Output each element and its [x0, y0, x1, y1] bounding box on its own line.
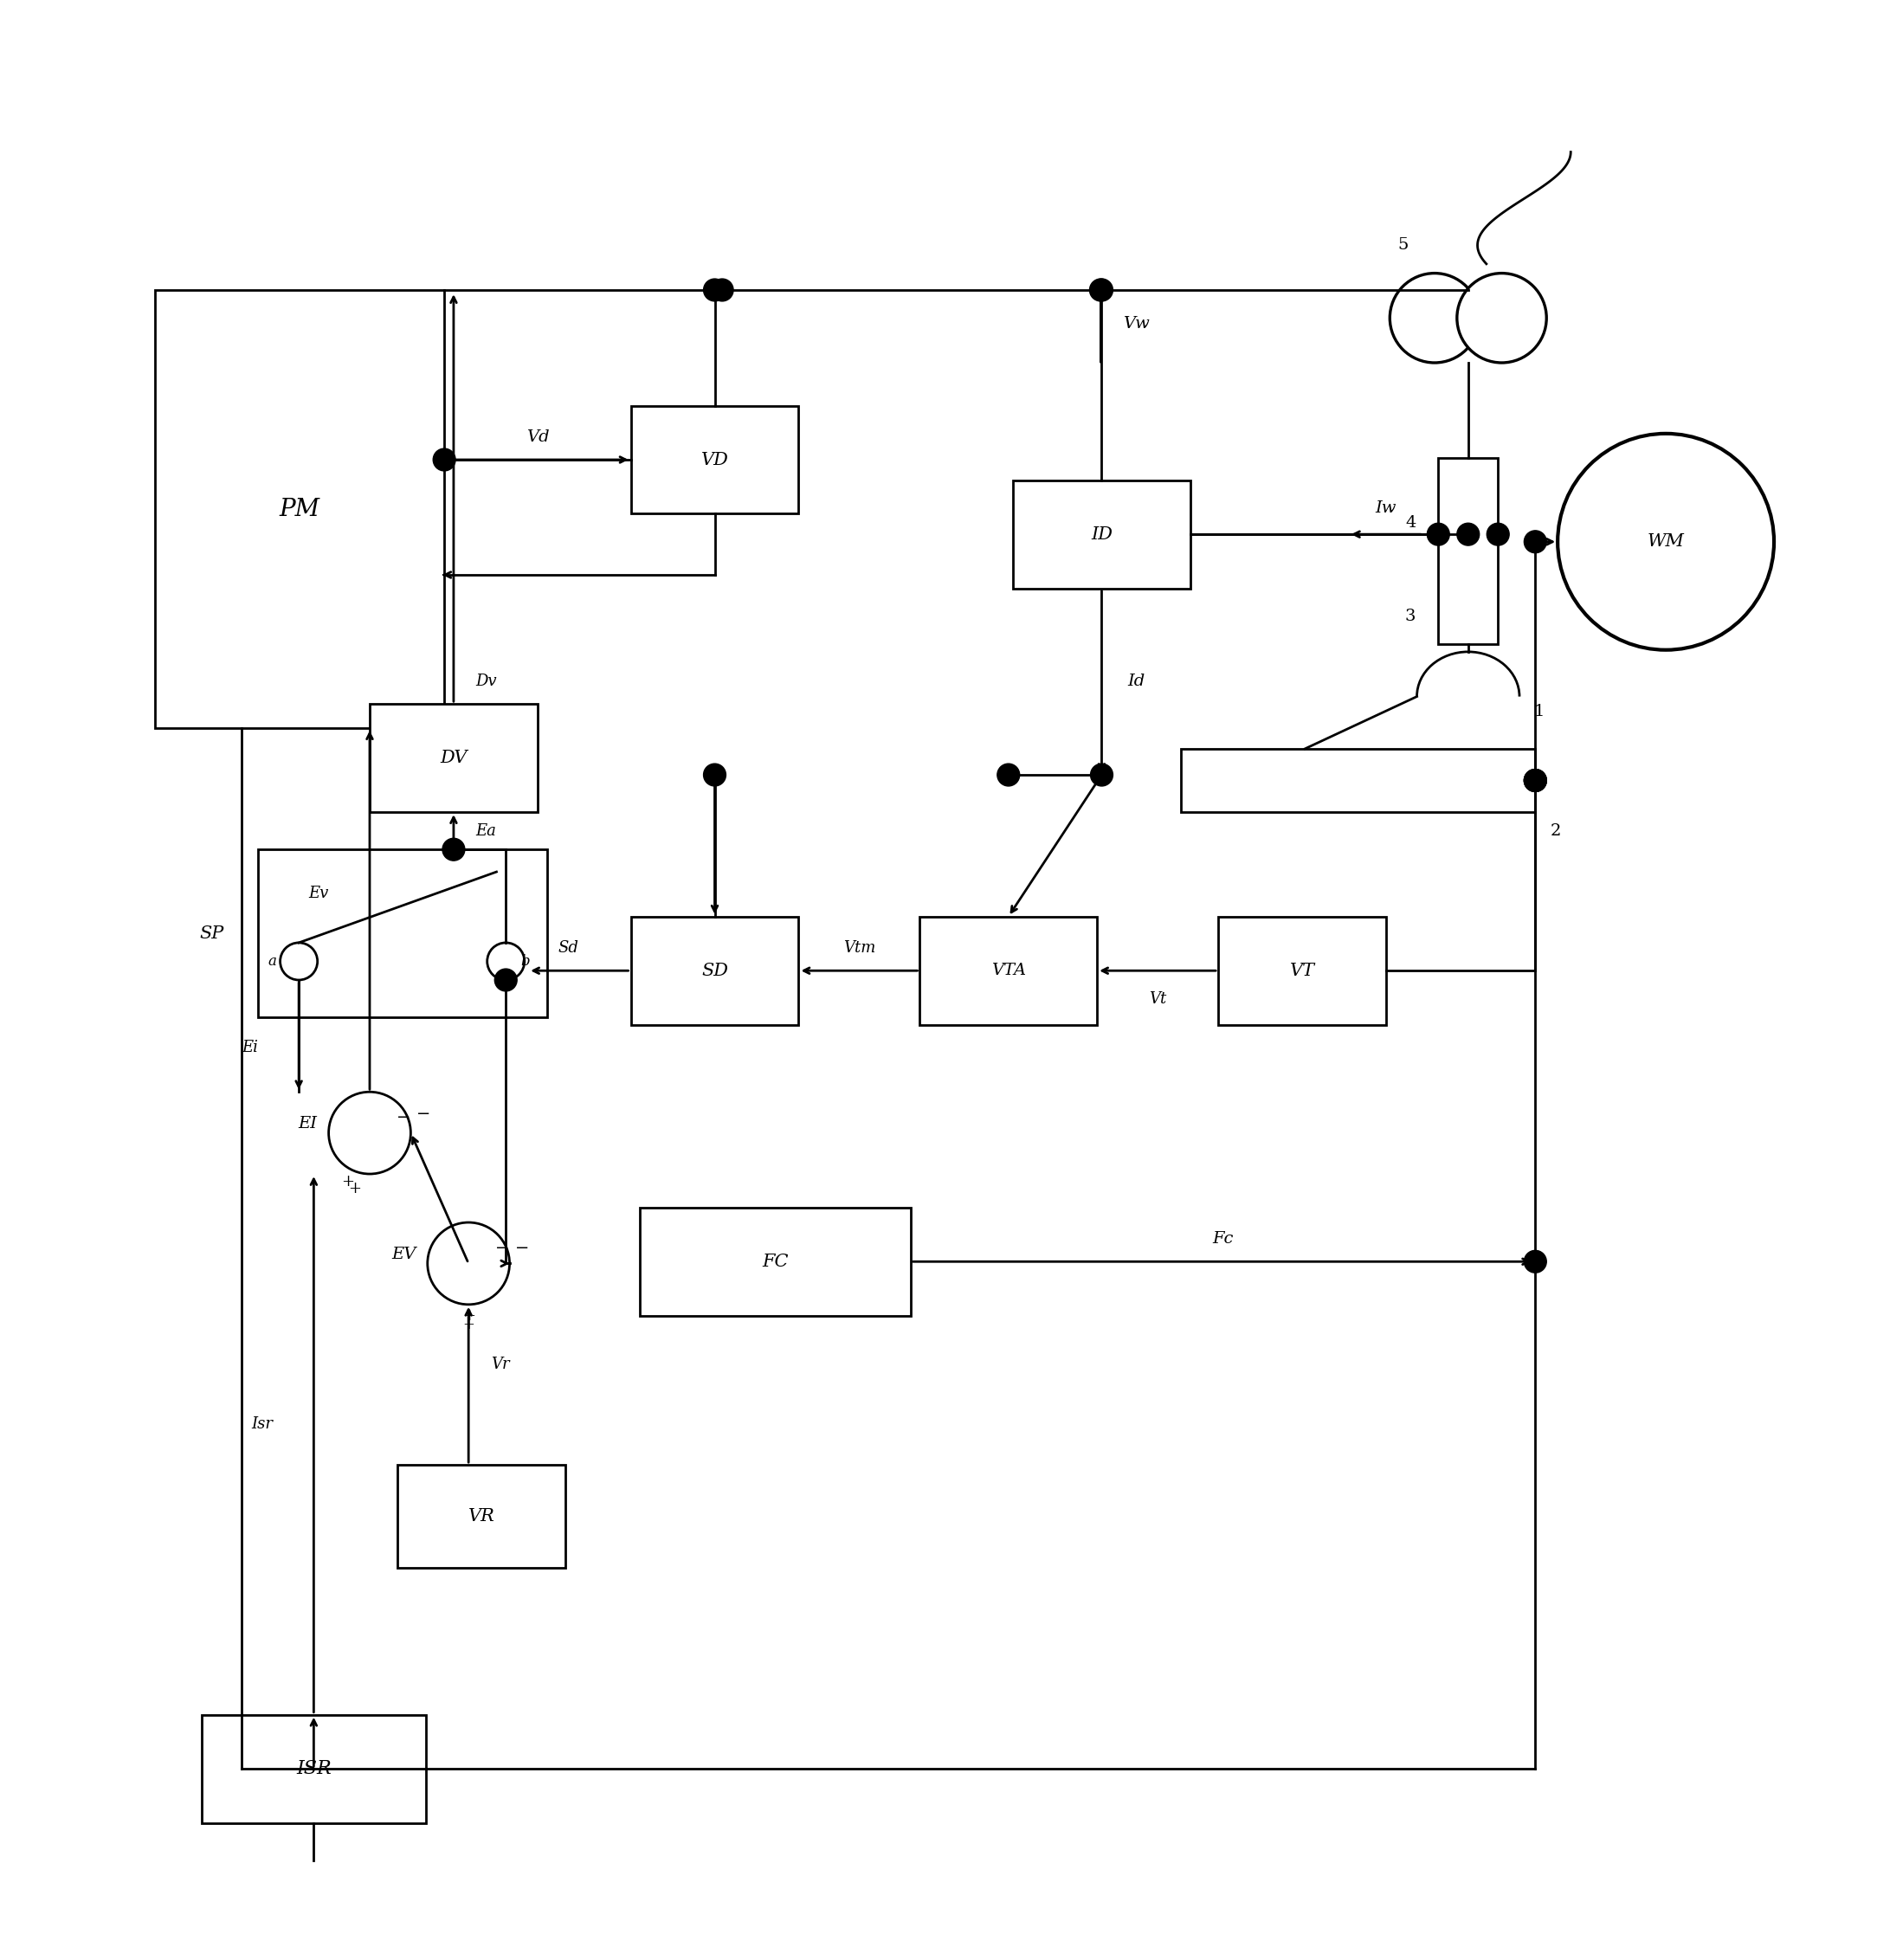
Bar — [631, 406, 798, 514]
Text: 2: 2 — [1550, 823, 1562, 839]
Text: FC: FC — [762, 1252, 788, 1270]
Circle shape — [428, 1223, 509, 1305]
Text: a: a — [268, 955, 276, 968]
Bar — [640, 1207, 910, 1315]
Text: 5: 5 — [1398, 237, 1408, 253]
Circle shape — [1524, 531, 1547, 553]
Circle shape — [1091, 278, 1113, 302]
Circle shape — [1457, 272, 1547, 363]
Text: Vt: Vt — [1149, 992, 1166, 1005]
Text: +: + — [342, 1174, 353, 1190]
Circle shape — [1524, 768, 1547, 792]
Text: ISR: ISR — [297, 1760, 332, 1778]
Text: WM: WM — [1648, 533, 1684, 551]
Text: −: − — [396, 1109, 411, 1125]
Text: Ev: Ev — [308, 886, 328, 902]
Bar — [1014, 480, 1190, 588]
Bar — [203, 1715, 426, 1823]
Circle shape — [1457, 523, 1479, 545]
Text: 3: 3 — [1406, 608, 1415, 623]
Bar — [257, 849, 546, 1017]
Bar — [398, 1464, 565, 1568]
Text: EV: EV — [392, 1247, 417, 1262]
Circle shape — [1524, 768, 1547, 792]
Text: −: − — [417, 1107, 430, 1121]
Text: Ea: Ea — [477, 823, 497, 839]
Text: SP: SP — [199, 925, 223, 941]
Text: Fc: Fc — [1213, 1231, 1233, 1247]
Circle shape — [496, 968, 516, 992]
Text: Iw: Iw — [1376, 500, 1396, 515]
Circle shape — [280, 943, 317, 980]
Bar — [1218, 917, 1385, 1025]
Text: Dv: Dv — [477, 674, 497, 690]
Circle shape — [434, 449, 456, 470]
Text: Vr: Vr — [492, 1356, 511, 1372]
Circle shape — [711, 278, 734, 302]
Text: EI: EI — [298, 1115, 317, 1131]
Bar — [1181, 749, 1535, 811]
Text: VD: VD — [700, 451, 728, 468]
Circle shape — [488, 943, 524, 980]
Text: +: + — [349, 1182, 360, 1198]
Circle shape — [1524, 1250, 1547, 1272]
Text: b: b — [520, 955, 529, 968]
Circle shape — [1089, 278, 1111, 302]
Text: Ei: Ei — [242, 1039, 257, 1054]
Text: VT: VT — [1289, 962, 1314, 978]
Text: 4: 4 — [1406, 515, 1415, 531]
Circle shape — [1558, 433, 1774, 651]
Text: Vtm: Vtm — [843, 941, 875, 956]
Text: −: − — [514, 1241, 529, 1256]
Circle shape — [1524, 768, 1547, 792]
Bar — [156, 290, 445, 729]
Text: VR: VR — [467, 1507, 496, 1525]
Text: Sd: Sd — [557, 941, 578, 956]
Text: PM: PM — [280, 498, 321, 521]
Bar — [631, 917, 798, 1025]
Text: Isr: Isr — [252, 1415, 272, 1431]
Text: VTA: VTA — [991, 962, 1027, 978]
Bar — [920, 917, 1096, 1025]
Bar — [370, 704, 537, 811]
Text: ID: ID — [1091, 525, 1113, 543]
Circle shape — [704, 278, 726, 302]
Circle shape — [997, 764, 1019, 786]
Text: 1: 1 — [1534, 704, 1545, 719]
Text: +: + — [462, 1317, 475, 1333]
Circle shape — [1487, 523, 1509, 545]
Circle shape — [1389, 272, 1479, 363]
Text: DV: DV — [439, 751, 467, 766]
Text: +: + — [462, 1307, 475, 1323]
Circle shape — [1427, 523, 1449, 545]
Circle shape — [328, 1092, 411, 1174]
Circle shape — [443, 839, 465, 860]
Text: Vd: Vd — [526, 429, 550, 445]
Circle shape — [1091, 764, 1113, 786]
Text: −: − — [496, 1241, 509, 1256]
Text: SD: SD — [702, 962, 728, 978]
Text: Id: Id — [1128, 674, 1145, 690]
Text: Vw: Vw — [1122, 316, 1151, 331]
Bar — [1438, 459, 1498, 645]
Circle shape — [704, 764, 726, 786]
